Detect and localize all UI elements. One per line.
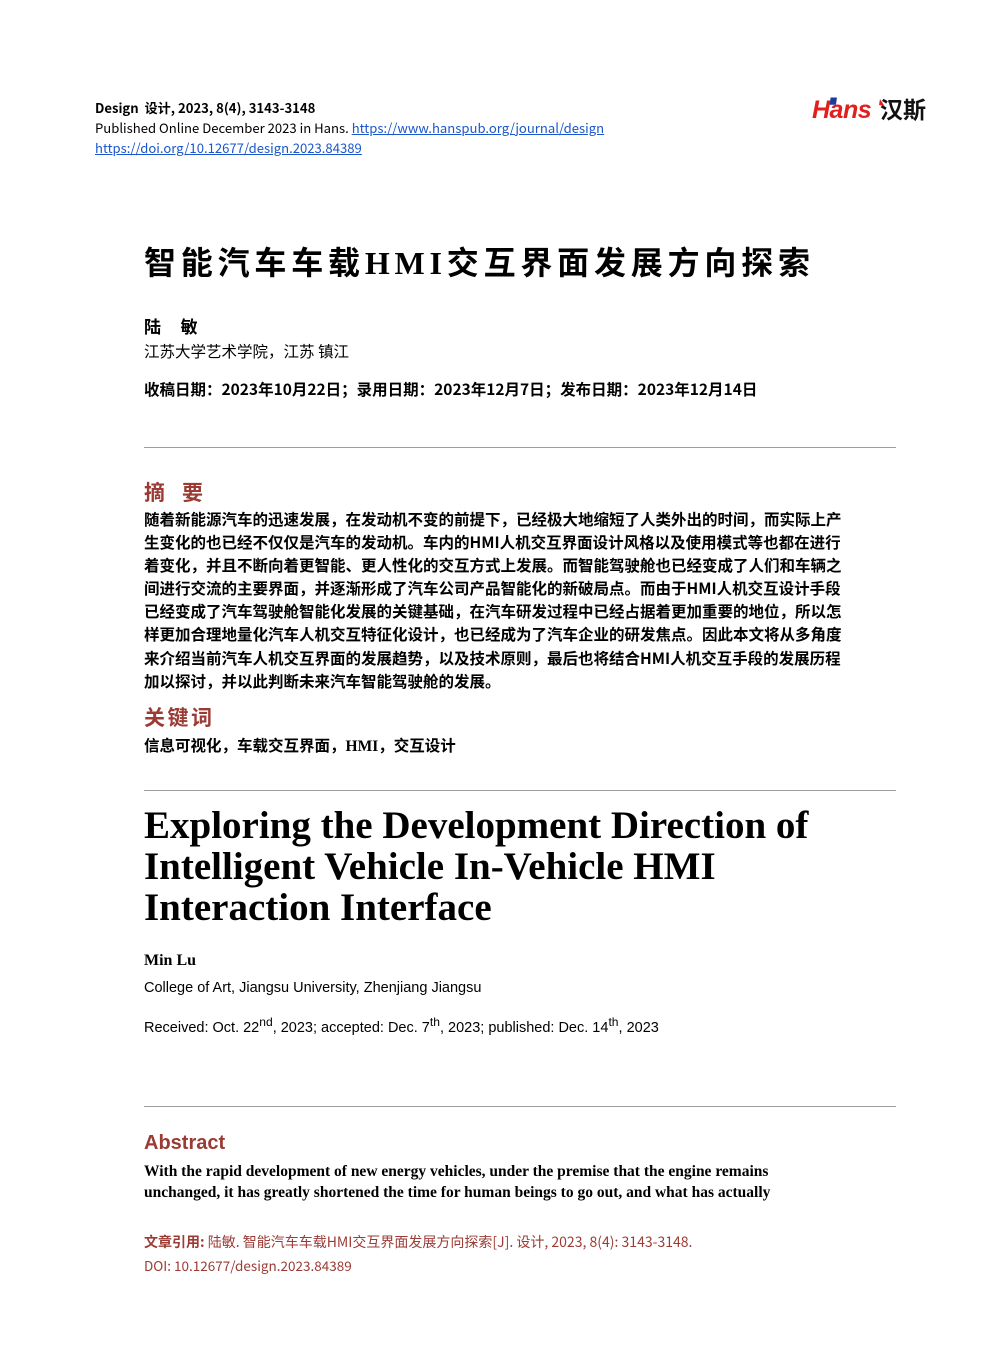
svg-text:Hans: Hans <box>812 96 872 124</box>
svg-text:汉斯: 汉斯 <box>880 95 926 125</box>
